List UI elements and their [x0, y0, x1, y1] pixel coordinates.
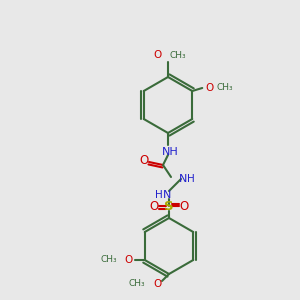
Text: O: O — [124, 255, 133, 265]
Text: NH: NH — [162, 147, 178, 157]
Text: CH₃: CH₃ — [216, 83, 233, 92]
Text: O: O — [149, 200, 159, 212]
Text: O: O — [179, 200, 189, 212]
Text: H: H — [187, 174, 195, 184]
Text: CH₃: CH₃ — [100, 256, 117, 265]
Text: O: O — [154, 50, 162, 60]
Text: O: O — [153, 279, 161, 289]
Text: O: O — [205, 83, 213, 93]
Text: H: H — [155, 190, 163, 200]
Text: CH₃: CH₃ — [128, 280, 145, 289]
Text: O: O — [140, 154, 148, 167]
Text: N: N — [163, 190, 171, 200]
Text: CH₃: CH₃ — [170, 50, 187, 59]
Text: S: S — [164, 200, 174, 212]
Text: N: N — [179, 174, 187, 184]
